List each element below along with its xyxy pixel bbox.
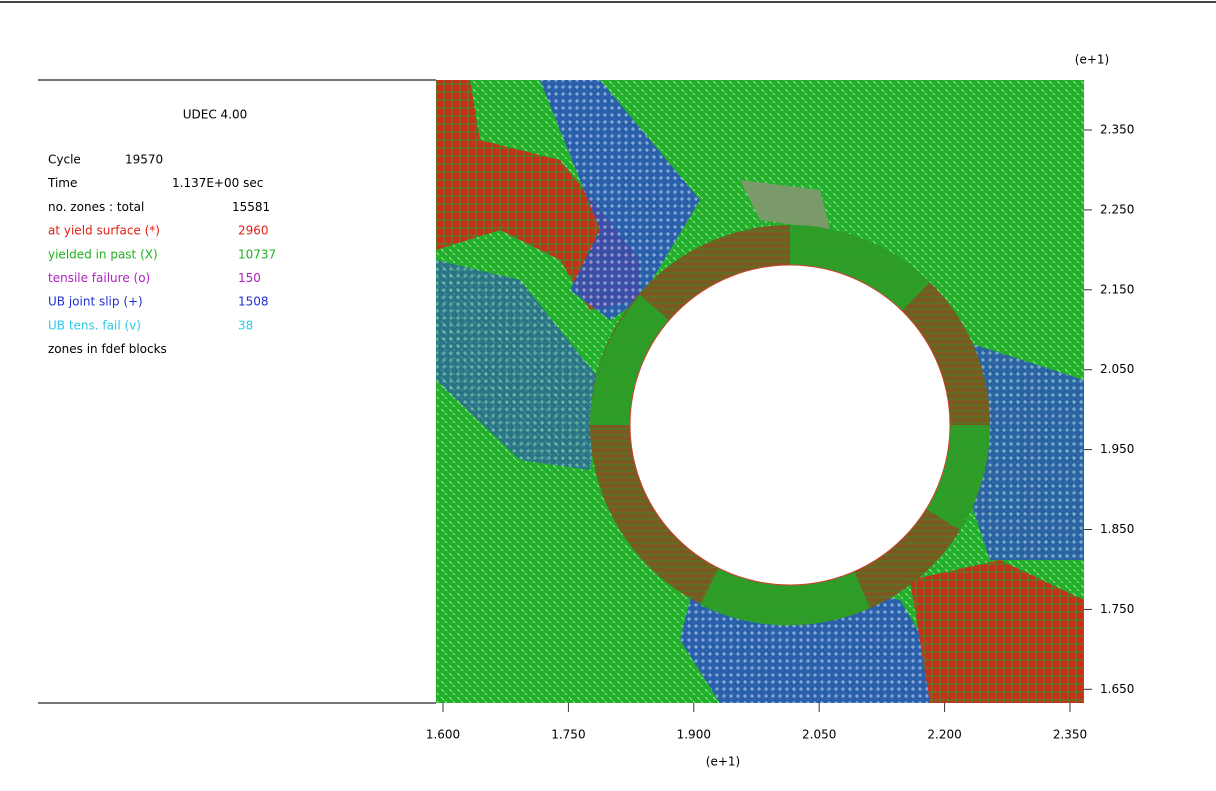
x-tick-label: 1.900: [677, 728, 711, 742]
y-tick-label: 1.950: [1100, 442, 1134, 456]
legend: Cycle 19570 Time 1.137E+00 sec no. zones : t…: [47, 153, 276, 357]
legend-label: no. zones : total: [48, 200, 144, 214]
legend-label: Cycle: [48, 153, 81, 167]
legend-value: 2960: [238, 224, 269, 238]
legend-label: at yield surface (*): [48, 224, 160, 238]
legend-value: 150: [238, 271, 261, 285]
y-tick-label: 2.250: [1100, 202, 1134, 216]
x-tick-label: 2.200: [927, 728, 961, 742]
legend-value: 1.137E+00 sec: [172, 176, 263, 190]
x-tick-label: 1.600: [426, 728, 460, 742]
x-tick-label: 1.750: [551, 728, 585, 742]
legend-value: 19570: [125, 153, 163, 167]
x-tick-label: 2.350: [1053, 728, 1087, 742]
y-tick-label: 2.050: [1100, 362, 1134, 376]
legend-value: 38: [238, 318, 253, 332]
x-tick-label: 2.050: [802, 728, 836, 742]
legend-value: 1508: [238, 295, 269, 309]
y-scale-label: (e+1): [1075, 53, 1109, 67]
axes: 2.350 2.250 2.150 2.050 1.950 1.850 1.750 1.650…: [426, 123, 1135, 742]
legend-label: zones in fdef blocks: [48, 342, 167, 356]
legend-value: 10737: [238, 247, 276, 261]
legend-label: UB joint slip (+): [48, 295, 143, 309]
y-tick-label: 2.350: [1100, 123, 1134, 137]
x-scale-label: (e+1): [706, 755, 740, 769]
y-tick-label: 1.650: [1100, 682, 1134, 696]
legend-label: UB tens. fail (v): [48, 318, 141, 332]
field-plot: [436, 80, 1084, 703]
legend-label: yielded in past (X): [48, 247, 158, 261]
legend-label: Time: [47, 176, 77, 190]
legend-value: 15581: [232, 200, 270, 214]
y-tick-label: 1.850: [1100, 522, 1134, 536]
legend-label: tensile failure (o): [48, 271, 150, 285]
title: UDEC 4.00: [183, 108, 248, 122]
y-tick-label: 2.150: [1100, 282, 1134, 296]
y-tick-label: 1.750: [1100, 602, 1134, 616]
